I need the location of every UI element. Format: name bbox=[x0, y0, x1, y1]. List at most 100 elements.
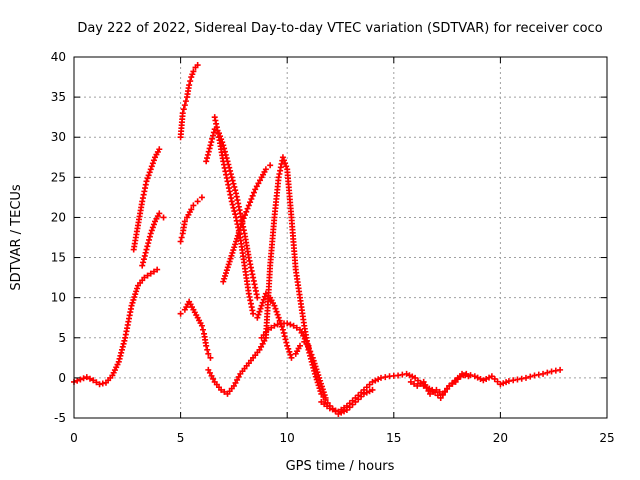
y-tick-label: 15 bbox=[51, 251, 66, 265]
data-point bbox=[286, 348, 293, 355]
data-point bbox=[247, 199, 254, 206]
data-point bbox=[204, 155, 211, 162]
data-point bbox=[256, 308, 263, 315]
data-point bbox=[141, 252, 148, 259]
data-point bbox=[232, 211, 239, 218]
data-point bbox=[313, 366, 320, 373]
y-tick-label: 0 bbox=[58, 371, 66, 385]
data-point bbox=[221, 388, 228, 395]
data-point bbox=[257, 305, 264, 312]
data-point bbox=[500, 380, 507, 387]
data-point bbox=[275, 314, 282, 321]
data-point bbox=[207, 142, 214, 149]
data-point bbox=[144, 243, 151, 250]
data-point bbox=[218, 386, 225, 393]
data-point bbox=[229, 177, 236, 184]
y-tick-label: 10 bbox=[51, 291, 66, 305]
data-point bbox=[422, 381, 429, 388]
data-point bbox=[156, 146, 163, 153]
data-point bbox=[208, 372, 215, 379]
y-tick-label: 25 bbox=[51, 170, 66, 184]
data-point bbox=[510, 377, 517, 384]
data-point bbox=[243, 208, 250, 215]
data-point bbox=[194, 62, 201, 69]
data-point bbox=[423, 384, 430, 391]
data-point bbox=[234, 376, 241, 383]
data-point bbox=[518, 375, 525, 382]
data-point bbox=[522, 374, 529, 381]
y-axis-title: SDTVAR / TECUs bbox=[9, 184, 24, 291]
data-point bbox=[531, 372, 538, 379]
y-tick-labels: -5 0 5 10 15 20 25 30 35 40 bbox=[51, 50, 66, 425]
data-point bbox=[436, 388, 443, 395]
data-point bbox=[142, 249, 149, 256]
data-point bbox=[93, 379, 100, 386]
data-point bbox=[229, 201, 236, 208]
data-point bbox=[145, 240, 152, 247]
data-point bbox=[548, 368, 555, 375]
data-point bbox=[156, 210, 163, 217]
data-point bbox=[411, 380, 418, 387]
data-point bbox=[281, 333, 288, 340]
data-point bbox=[230, 180, 237, 187]
data-point bbox=[296, 326, 303, 333]
data-point bbox=[245, 202, 252, 209]
data-point bbox=[317, 377, 324, 384]
data-point bbox=[188, 206, 195, 213]
data-point bbox=[319, 386, 326, 393]
data-point bbox=[150, 157, 157, 164]
data-point bbox=[222, 270, 229, 277]
data-point bbox=[220, 278, 227, 285]
data-point bbox=[281, 157, 288, 164]
data-point bbox=[233, 235, 240, 242]
data-point bbox=[283, 339, 290, 346]
data-point bbox=[188, 74, 195, 81]
data-point bbox=[230, 382, 237, 389]
data-point bbox=[320, 389, 327, 396]
data-point bbox=[258, 343, 265, 350]
data-point bbox=[256, 346, 263, 353]
data-point bbox=[322, 394, 329, 401]
data-point bbox=[177, 238, 184, 245]
data-point bbox=[141, 274, 148, 281]
data-point bbox=[261, 293, 268, 300]
data-point bbox=[293, 324, 300, 331]
data-point bbox=[527, 373, 534, 380]
data-point bbox=[312, 363, 319, 370]
data-point bbox=[285, 345, 292, 352]
data-point bbox=[280, 329, 287, 336]
data-point bbox=[433, 386, 440, 393]
data-point bbox=[238, 221, 245, 228]
data-point bbox=[179, 110, 186, 117]
data-point bbox=[228, 198, 235, 205]
data-point bbox=[224, 264, 231, 271]
data-point bbox=[446, 382, 453, 389]
data-point bbox=[148, 163, 155, 170]
chart-title: Day 222 of 2022, Sidereal Day-to-day VTE… bbox=[77, 21, 602, 36]
data-point bbox=[204, 346, 211, 353]
data-point bbox=[240, 215, 247, 222]
data-point bbox=[229, 249, 236, 256]
data-point bbox=[146, 169, 153, 176]
data-point bbox=[296, 342, 303, 349]
data-point bbox=[283, 163, 290, 170]
data-point bbox=[465, 373, 472, 380]
data-point bbox=[284, 342, 291, 349]
data-point bbox=[235, 229, 242, 236]
data-point bbox=[144, 175, 151, 182]
data-point bbox=[260, 296, 267, 303]
data-point bbox=[503, 379, 510, 386]
data-point bbox=[301, 335, 308, 342]
data-point bbox=[255, 180, 262, 187]
grid-layer bbox=[74, 57, 607, 418]
data-point bbox=[308, 351, 315, 358]
data-point bbox=[210, 375, 217, 382]
data-point bbox=[378, 374, 385, 381]
data-point bbox=[437, 394, 444, 401]
data-point bbox=[186, 82, 193, 89]
data-point bbox=[417, 380, 424, 387]
data-point bbox=[129, 299, 136, 306]
data-point bbox=[147, 270, 154, 277]
